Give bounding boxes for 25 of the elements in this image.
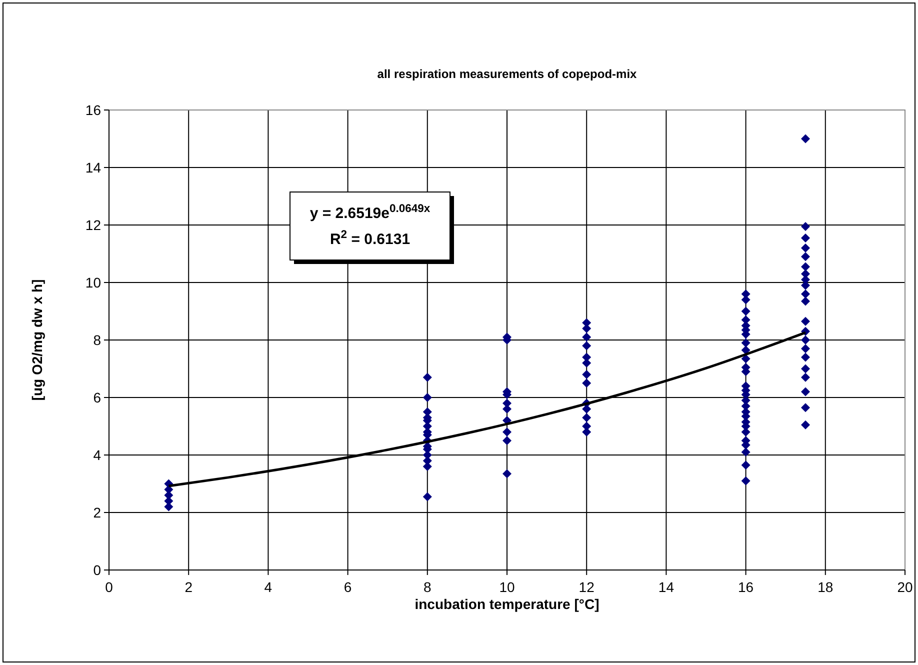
x-tick-label: 0 [105, 579, 114, 595]
annotation: R$^{2}$ = 0.6131 [330, 229, 410, 248]
chart-title: all respiration measurements of copepod-mix [377, 67, 638, 81]
y-tick-label: 6 [93, 389, 102, 406]
x-tick-label: 14 [658, 579, 674, 595]
y-tick-label: 12 [85, 216, 102, 233]
x-tick-label: 20 [897, 579, 913, 595]
y-tick-label: 0 [93, 562, 102, 578]
x-tick-label: 12 [578, 579, 595, 595]
x-tick-label: 10 [499, 579, 515, 595]
x-tick-label: 16 [738, 579, 754, 595]
annotation: y = 2.6519e$^{0.0649x}$ [310, 203, 431, 222]
y-tick-label: 4 [93, 446, 102, 463]
y-tick-label: 10 [85, 274, 102, 290]
y-tick-label: 2 [93, 504, 102, 520]
x-tick-label: 6 [344, 579, 352, 595]
x-tick-label: 2 [184, 579, 193, 595]
y-axis-title: [ug O2/mg dw x h] [29, 279, 45, 401]
x-axis-title: incubation temperature [°C] [414, 596, 600, 612]
x-tick-label: 8 [424, 579, 432, 595]
y-tick-label: 16 [85, 102, 102, 118]
x-tick-label: 18 [818, 579, 834, 595]
x-tick-label: 4 [264, 579, 272, 595]
y-tick-label: 14 [85, 159, 102, 176]
y-tick-label: 8 [93, 332, 102, 348]
